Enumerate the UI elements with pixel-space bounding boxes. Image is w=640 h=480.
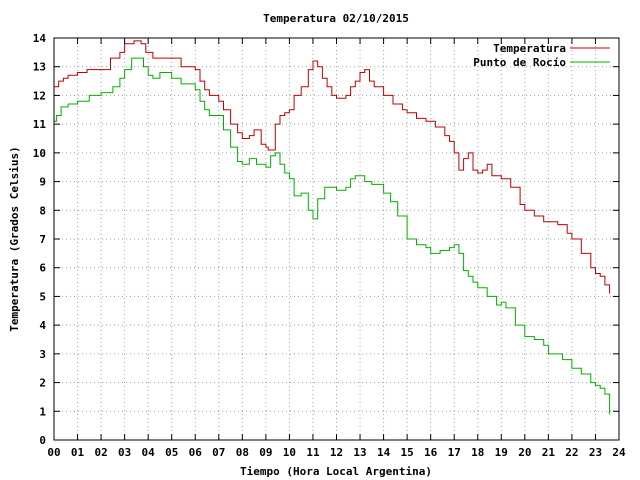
x-tick-labels: 00 01 02 03 04 05 06 07 08 09 10 11 12 13 14 15 16 17 18 19… [47, 446, 626, 459]
axis-ticks [53, 37, 620, 441]
chart-title: Temperatura 02/10/2015 [263, 12, 409, 25]
x-axis-label: Tiempo (Hora Local Argentina) [240, 465, 432, 478]
x-tick-label: 09 [259, 446, 272, 459]
y-tick-label: 3 [39, 348, 46, 361]
x-tick-label: 24 [612, 446, 626, 459]
x-tick-label: 17 [448, 446, 461, 459]
x-tick-label: 08 [236, 446, 249, 459]
legend: Temperatura Punto de Rocío [473, 42, 610, 69]
x-tick-label: 03 [118, 446, 131, 459]
x-tick-label: 10 [283, 446, 296, 459]
y-tick-label: 2 [39, 377, 46, 390]
y-tick-label: 5 [39, 290, 46, 303]
x-tick-label: 02 [94, 446, 107, 459]
x-tick-label: 00 [47, 446, 60, 459]
x-tick-label: 04 [142, 446, 156, 459]
x-tick-label: 05 [165, 446, 178, 459]
series-lines [54, 40, 611, 415]
y-tick-label: 8 [39, 204, 46, 217]
x-tick-label: 20 [518, 446, 531, 459]
x-tick-label: 18 [471, 446, 484, 459]
legend-label-temperatura: Temperatura [493, 42, 566, 55]
x-tick-label: 23 [589, 446, 602, 459]
y-tick-label: 10 [33, 147, 46, 160]
x-tick-label: 21 [542, 446, 556, 459]
legend-label-punto-de-rocio: Punto de Rocío [473, 56, 566, 69]
y-tick-label: 13 [33, 61, 46, 74]
y-tick-label: 11 [33, 118, 47, 131]
grid-lines [54, 38, 619, 440]
y-tick-label: 0 [39, 434, 46, 447]
y-tick-label: 4 [39, 319, 46, 332]
x-tick-label: 12 [330, 446, 343, 459]
x-tick-label: 01 [71, 446, 85, 459]
x-tick-label: 14 [377, 446, 391, 459]
y-tick-label: 14 [33, 32, 47, 45]
y-tick-label: 7 [39, 233, 46, 246]
x-tick-label: 07 [212, 446, 225, 459]
x-tick-label: 06 [189, 446, 203, 459]
y-tick-label: 6 [39, 262, 46, 275]
series-line-temperatura [54, 40, 611, 294]
x-tick-label: 15 [401, 446, 414, 459]
x-tick-label: 22 [565, 446, 578, 459]
y-axis-label: Temperatura (Grados Celsius) [8, 146, 21, 331]
x-tick-label: 11 [306, 446, 320, 459]
series-line-punto-de-rocio [54, 57, 611, 415]
x-tick-label: 16 [424, 446, 438, 459]
y-tick-label: 12 [33, 89, 46, 102]
y-tick-label: 9 [39, 176, 46, 189]
y-tick-label: 1 [39, 405, 46, 418]
x-tick-label: 13 [353, 446, 366, 459]
x-tick-label: 19 [495, 446, 508, 459]
